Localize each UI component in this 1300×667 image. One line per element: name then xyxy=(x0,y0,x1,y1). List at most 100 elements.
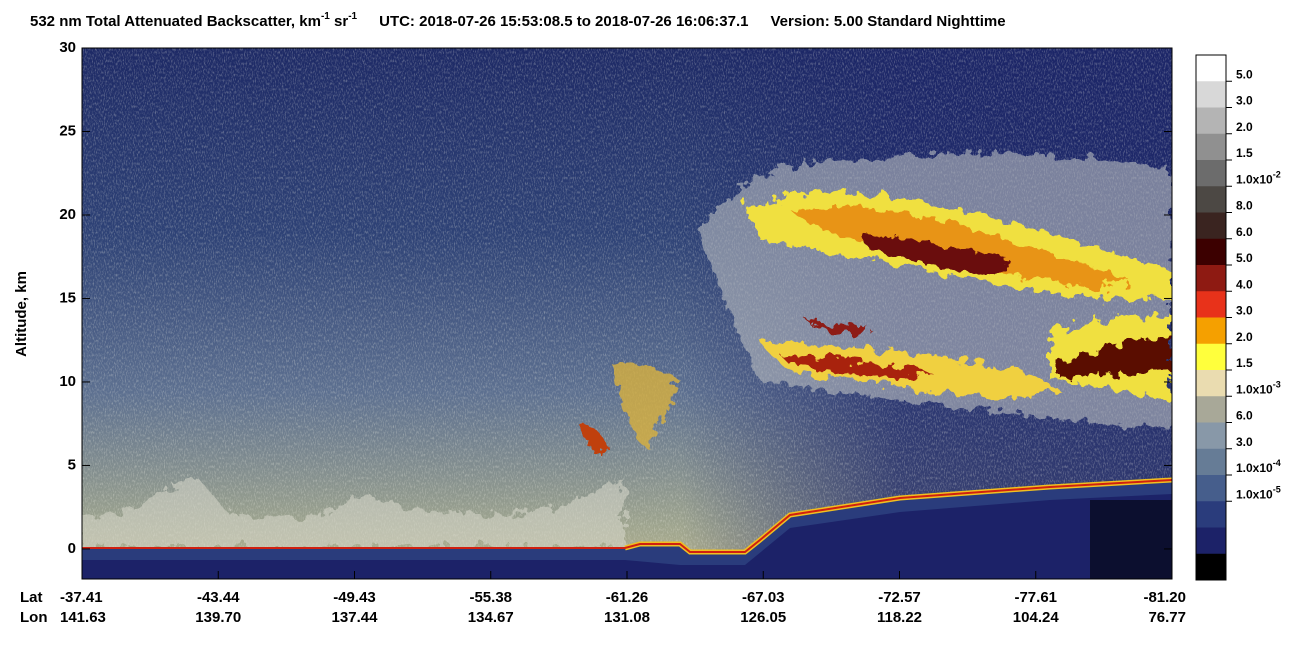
colorbar-label-base: 2.0 xyxy=(1236,330,1253,344)
colorbar-label-base: 5.0 xyxy=(1236,251,1253,265)
colorbar-label-base: 6.0 xyxy=(1236,409,1253,423)
colorbar-label-base: 2.0 xyxy=(1236,120,1253,134)
colorbar-label: 6.0 xyxy=(1236,225,1253,239)
colorbar-cell xyxy=(1196,527,1226,555)
colorbar-label: 1.0x10-4 xyxy=(1236,458,1281,475)
colorbar-label-base: 3.0 xyxy=(1236,94,1253,108)
colorbar-cell xyxy=(1196,370,1226,397)
lon-label: 141.63 xyxy=(60,609,106,626)
y-tick-label: 0 xyxy=(68,540,76,557)
colorbar-label: 4.0 xyxy=(1236,277,1253,291)
colorbar-label-base: 1.0x10 xyxy=(1236,382,1273,396)
colorbar-label-base: 3.0 xyxy=(1236,435,1253,449)
colorbar-cell xyxy=(1196,475,1226,502)
colorbar-label: 3.0 xyxy=(1236,435,1253,449)
title-version: Version: 5.00 Standard Nighttime xyxy=(771,13,1006,30)
colorbar-frame xyxy=(1195,54,1227,581)
colorbar-label-exp: -4 xyxy=(1273,458,1281,468)
y-axis-label: Altitude, km xyxy=(13,271,30,357)
colorbar-cell xyxy=(1196,55,1226,82)
lat-label: -37.41 xyxy=(60,589,103,606)
lon-label: 139.70 xyxy=(195,609,241,626)
colorbar-label: 1.0x10-2 xyxy=(1236,170,1281,187)
colorbar-cell xyxy=(1196,422,1226,450)
title-main: 532 nm Total Attenuated Backscatter, km xyxy=(30,13,321,30)
colorbar-cell xyxy=(1196,396,1226,423)
colorbar-cell xyxy=(1196,317,1226,345)
colorbar-label: 1.0x10-3 xyxy=(1236,380,1281,397)
y-tick-label: 15 xyxy=(59,289,76,306)
curtain xyxy=(82,48,1172,579)
title-exp: -1 xyxy=(321,11,330,22)
colorbar-label: 3.0 xyxy=(1236,304,1253,318)
colorbar-cell xyxy=(1196,501,1226,528)
lon-label: 137.44 xyxy=(332,609,379,626)
colorbar-label-base: 3.0 xyxy=(1236,304,1253,318)
colorbar-cell xyxy=(1196,448,1226,476)
colorbar-cell xyxy=(1196,265,1226,292)
colorbar-label: 1.0x10-5 xyxy=(1236,485,1281,502)
colorbar-cell xyxy=(1196,133,1226,161)
title-exp: -1 xyxy=(348,11,357,22)
colorbar-label-base: 1.0x10 xyxy=(1236,487,1273,501)
colorbar-label: 1.5 xyxy=(1236,146,1253,160)
subsurface xyxy=(82,494,1172,579)
colorbar-label-base: 1.5 xyxy=(1236,356,1253,370)
lat-label: -77.61 xyxy=(1014,589,1057,606)
lon-label: 126.05 xyxy=(740,609,786,626)
colorbar-label-base: 5.0 xyxy=(1236,67,1253,81)
title-mid: sr xyxy=(330,13,349,30)
colorbar-label: 2.0 xyxy=(1236,330,1253,344)
colorbar-label-base: 4.0 xyxy=(1236,277,1253,291)
colorbar-label-base: 1.0x10 xyxy=(1236,461,1273,475)
lat-label: -55.38 xyxy=(469,589,512,606)
lon-label: 118.22 xyxy=(877,609,922,626)
colorbar-label: 1.5 xyxy=(1236,356,1253,370)
colorbar-label: 5.0 xyxy=(1236,67,1253,81)
lon-label: 76.77 xyxy=(1148,609,1186,626)
lon-label: 134.67 xyxy=(468,609,514,626)
colorbar-label-base: 6.0 xyxy=(1236,225,1253,239)
y-tick-label: 20 xyxy=(59,206,76,223)
colorbar-label: 5.0 xyxy=(1236,251,1253,265)
colorbar-label-base: 8.0 xyxy=(1236,199,1253,213)
lat-label: -49.43 xyxy=(333,589,376,606)
y-tick-label: 25 xyxy=(59,122,76,139)
lon-label: 104.24 xyxy=(1013,609,1060,626)
noise-patch xyxy=(1090,500,1172,579)
lon-label: 131.08 xyxy=(604,609,650,626)
x-row-label: Lon xyxy=(20,609,48,626)
colorbar-label-exp: -3 xyxy=(1273,380,1281,390)
chart-title: 532 nm Total Attenuated Backscatter, km-… xyxy=(30,11,1006,30)
colorbar-label: 8.0 xyxy=(1236,199,1253,213)
colorbar-cell xyxy=(1196,238,1226,266)
y-tick-label: 5 xyxy=(68,456,76,473)
colorbar-cell xyxy=(1196,186,1226,213)
colorbar-label-base: 1.5 xyxy=(1236,146,1253,160)
colorbar-cell xyxy=(1196,160,1226,187)
colorbar-cell xyxy=(1196,107,1226,135)
x-row-label: Lat xyxy=(20,589,43,606)
colorbar-label-exp: -2 xyxy=(1273,170,1281,180)
colorbar-cell xyxy=(1196,343,1226,371)
title-utc: UTC: 2018-07-26 15:53:08.5 to 2018-07-26… xyxy=(379,13,748,30)
colorbar-label: 6.0 xyxy=(1236,409,1253,423)
lat-label: -72.57 xyxy=(878,589,921,606)
colorbar-label: 2.0 xyxy=(1236,120,1253,134)
cloud-layer xyxy=(580,152,1172,450)
colorbar-cell xyxy=(1196,212,1226,240)
y-tick-label: 30 xyxy=(59,39,76,56)
lat-label: -81.20 xyxy=(1143,589,1186,606)
colorbar-label: 3.0 xyxy=(1236,94,1253,108)
colorbar-label-exp: -5 xyxy=(1273,485,1281,495)
y-tick-label: 10 xyxy=(59,373,76,390)
colorbar-cell xyxy=(1196,291,1226,318)
colorbar-label-base: 1.0x10 xyxy=(1236,172,1273,186)
colorbar-cell xyxy=(1196,81,1226,108)
lat-label: -61.26 xyxy=(606,589,649,606)
low-clouds xyxy=(82,480,625,548)
colorbar-cell xyxy=(1196,553,1226,581)
lat-label: -67.03 xyxy=(742,589,785,606)
surface-line xyxy=(82,479,1172,553)
